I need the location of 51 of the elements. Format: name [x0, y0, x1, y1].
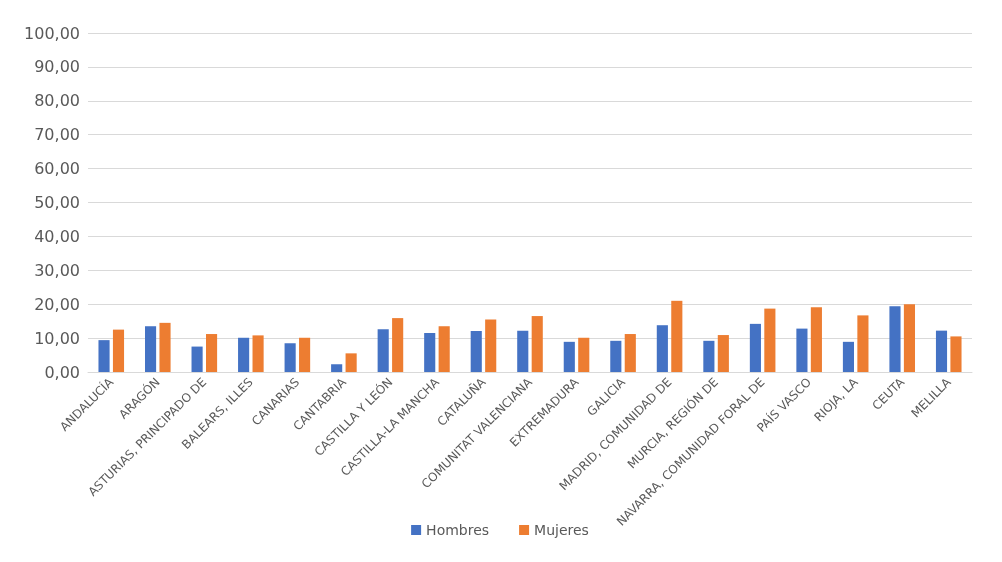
bar: [205, 334, 218, 372]
y-tick-label: 10,00: [34, 328, 80, 348]
bar: [517, 330, 529, 372]
y-tick-label: 20,00: [34, 294, 80, 314]
bar: [578, 337, 590, 372]
bar: [563, 341, 575, 372]
y-tick-label: 0,00: [44, 362, 80, 382]
bar: [950, 336, 962, 372]
bar: [345, 353, 357, 372]
bar: [470, 330, 482, 372]
legend-label: Hombres: [426, 522, 490, 538]
bar: [284, 343, 296, 372]
bar: [717, 335, 729, 372]
y-tick-label: 50,00: [34, 193, 80, 212]
bar: [377, 329, 389, 372]
bar: [485, 319, 497, 372]
bar: [764, 308, 776, 372]
bar: [191, 346, 203, 372]
bar: [98, 340, 110, 372]
bar: [531, 316, 543, 372]
bar: [331, 364, 343, 372]
bar: [438, 326, 450, 372]
bar: [624, 334, 636, 372]
bar: [903, 304, 916, 372]
bar: [610, 340, 622, 372]
y-tick-label: 30,00: [34, 260, 80, 280]
bar: [796, 328, 808, 372]
bar: [159, 322, 171, 372]
bar: [299, 337, 311, 372]
bar: [392, 318, 404, 372]
bar: [810, 307, 822, 372]
bar: [424, 333, 436, 372]
bar: [656, 325, 668, 372]
y-tick-label: 100,00: [24, 23, 80, 43]
bar: [749, 323, 761, 372]
legend-label: Mujeres: [534, 522, 589, 538]
bar: [935, 330, 948, 372]
bar: [252, 335, 264, 372]
bar: [842, 341, 855, 372]
bar: [703, 340, 715, 372]
y-tick-label: 80,00: [34, 91, 80, 111]
y-tick-label: 40,00: [34, 226, 80, 246]
bar: [889, 306, 901, 372]
y-tick-label: 70,00: [34, 125, 80, 145]
bar: [112, 329, 125, 372]
y-tick-label: 60,00: [34, 159, 80, 179]
bar: [144, 326, 157, 372]
bar: [238, 337, 250, 372]
y-tick-label: 90,00: [34, 57, 80, 77]
bar: [857, 315, 869, 372]
bar: [671, 300, 683, 372]
